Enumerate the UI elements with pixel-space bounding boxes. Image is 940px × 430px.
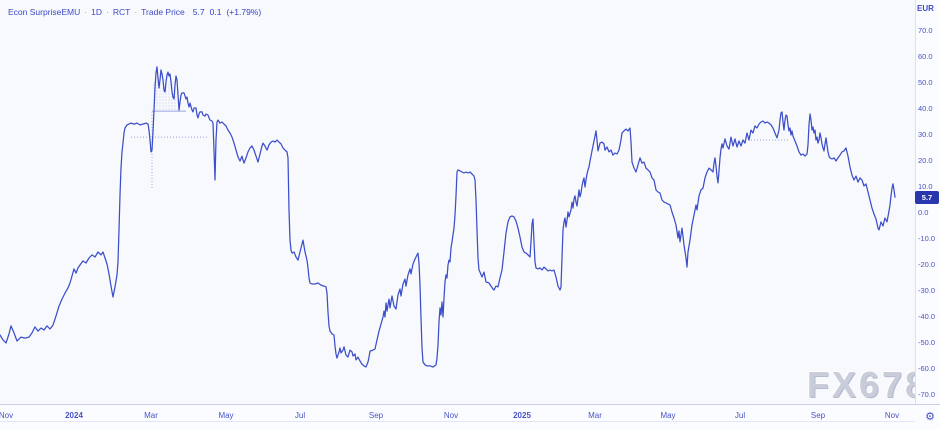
time-axis-month-label: Sep	[368, 411, 384, 420]
legend-separator: ·	[134, 7, 138, 17]
price-line-chart[interactable]	[0, 0, 915, 404]
series-type-label: Trade Price	[141, 7, 185, 17]
legend-separator: ·	[84, 7, 88, 17]
price-axis-label: 30.0	[918, 129, 933, 139]
timezone-settings-icon[interactable]: ⚙	[925, 410, 935, 423]
time-axis-month-label: Sep	[810, 411, 826, 420]
time-scale-panel[interactable]: Nov 2024 Mar May Jul Sep Nov 2025 Mar May Jul Sep No…	[0, 404, 940, 430]
currency-label: EUR	[917, 4, 934, 13]
price-values: 5.7 0.1 (+1.79%)	[193, 7, 261, 17]
time-axis-month-label: Jul	[734, 411, 746, 420]
time-axis-month-label: Mar	[588, 411, 602, 420]
bottom-separator	[0, 421, 915, 422]
current-price-badge: 5.7	[915, 190, 939, 204]
time-axis-month-label: May	[218, 411, 234, 420]
time-axis-year-label: 2025	[513, 411, 531, 420]
price-axis-label: 10.0	[918, 181, 933, 191]
time-axis-month-label: Jul	[294, 411, 306, 420]
symbol-name[interactable]: Econ SurpriseEMU	[8, 7, 81, 17]
exchange-label[interactable]: RCT	[112, 7, 131, 17]
price-axis-label: -50.0	[918, 337, 936, 347]
price-axis-label: -70.0	[918, 389, 936, 399]
chart-legend[interactable]: Econ SurpriseEMU · 1D · RCT · Trade Pric…	[8, 5, 261, 19]
price-change-percent: (+1.79%)	[226, 7, 262, 17]
price-axis-label: 20.0	[918, 155, 933, 165]
time-axis-month-label: Nov	[443, 411, 459, 420]
price-axis-label: 0.0	[918, 207, 929, 217]
price-change: 0.1	[209, 7, 222, 17]
time-axis-month-label: Mar	[144, 411, 158, 420]
price-axis-label: -10.0	[918, 233, 936, 243]
price-scale-panel[interactable]	[915, 0, 940, 430]
price-axis-label: -30.0	[918, 285, 936, 295]
fx678-watermark: FX678	[806, 364, 928, 405]
price-axis-label: 50.0	[918, 77, 933, 87]
chart-plot-area[interactable]	[0, 0, 915, 404]
time-axis-month-label: May	[660, 411, 676, 420]
price-axis-label: 60.0	[918, 51, 933, 61]
price-axis-label: -40.0	[918, 311, 936, 321]
price-axis-label: 40.0	[918, 103, 933, 113]
last-price: 5.7	[192, 7, 205, 17]
interval-label[interactable]: 1D	[91, 7, 102, 17]
price-axis-label: -60.0	[918, 363, 936, 373]
legend-separator: ·	[106, 7, 109, 17]
price-axis-label: 70.0	[918, 25, 933, 35]
time-axis-year-label: 2024	[65, 411, 83, 420]
time-axis-month-label: Nov	[884, 411, 900, 420]
price-line	[0, 66, 896, 368]
price-axis-label: -20.0	[918, 259, 936, 269]
time-axis-month-label: Nov	[0, 411, 14, 420]
